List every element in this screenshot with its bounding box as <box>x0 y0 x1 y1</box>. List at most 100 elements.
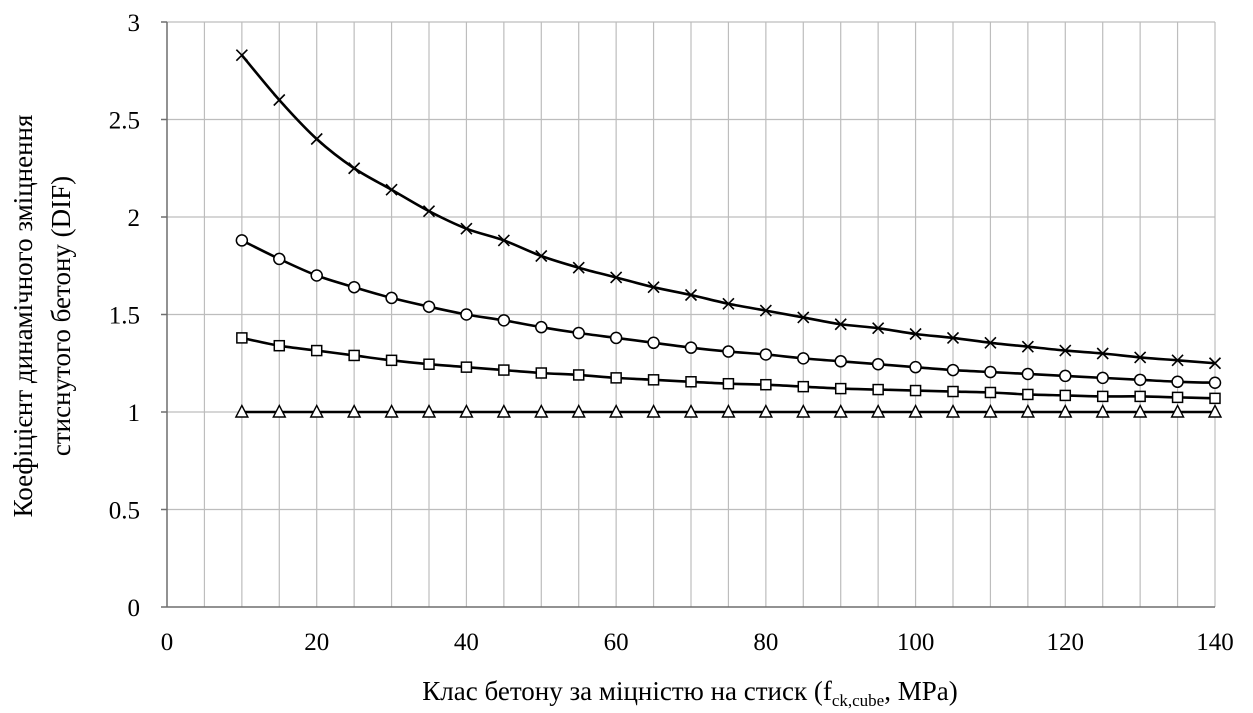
point-triangle <box>1170 403 1185 418</box>
point-circle <box>1096 371 1109 385</box>
point-square <box>1022 388 1034 401</box>
y-tick-label: 2.5 <box>109 108 140 135</box>
grid <box>167 21 1216 607</box>
point-square <box>572 369 585 381</box>
point-cross <box>535 249 548 263</box>
point-cross <box>1021 340 1034 353</box>
y-tick-label: 0.5 <box>109 498 140 525</box>
point-cross <box>1134 351 1147 364</box>
series-layer <box>234 49 1223 418</box>
point-triangle <box>1020 403 1036 418</box>
point-triangle <box>1207 403 1223 418</box>
point-square <box>1134 390 1146 403</box>
y-axis-title-line2: стиснутого бетону (DIF) <box>46 176 76 456</box>
point-circle <box>647 336 660 350</box>
point-triangle <box>983 403 998 418</box>
point-square <box>1171 391 1184 404</box>
point-square <box>1059 389 1072 402</box>
point-square <box>348 349 360 362</box>
point-cross <box>722 297 735 310</box>
point-triangle <box>459 403 474 418</box>
x-tick-label: 80 <box>753 629 778 656</box>
point-cross <box>422 205 436 218</box>
point-square <box>947 385 959 398</box>
point-square <box>647 374 660 386</box>
y-tick-label: 1.5 <box>109 303 140 330</box>
point-cross <box>647 281 660 294</box>
point-square <box>498 364 510 376</box>
point-circle <box>1133 373 1147 387</box>
point-circle <box>273 252 286 266</box>
x-tick-label: 20 <box>304 629 329 656</box>
series-square <box>236 332 1221 405</box>
point-circle <box>385 291 398 305</box>
point-square <box>984 386 997 399</box>
x-tick-label: 40 <box>454 629 479 656</box>
point-triangle <box>646 403 661 418</box>
series-circle <box>235 234 1222 389</box>
point-circle <box>460 308 473 321</box>
point-cross <box>610 271 623 284</box>
point-triangle <box>1132 403 1148 418</box>
tick-labels: 0 20 40 60 80 100 120 140 0 0.5 1 1.5 2 2.5 3 <box>109 10 1234 656</box>
point-triangle <box>870 403 886 418</box>
point-circle <box>759 348 773 361</box>
point-triangle <box>496 403 512 418</box>
point-square <box>1096 390 1109 403</box>
point-square <box>760 378 772 391</box>
point-square <box>310 344 323 357</box>
point-cross <box>872 322 885 335</box>
point-triangle <box>721 403 736 418</box>
point-square <box>610 372 622 384</box>
point-cross <box>273 93 286 107</box>
point-cross <box>1096 347 1109 360</box>
y-tick-label: 2 <box>128 205 141 232</box>
point-triangle <box>234 403 250 418</box>
point-circle <box>497 314 511 327</box>
point-circle <box>684 341 698 354</box>
point-triangle <box>1095 403 1110 418</box>
point-circle <box>984 365 997 379</box>
x-axis-title: Клас бетону за міцністю на стиск (fck,cu… <box>422 676 957 710</box>
x-tick-label: 0 <box>161 629 174 656</box>
point-cross <box>1171 354 1184 367</box>
point-square <box>460 361 473 373</box>
point-circle <box>1059 369 1072 383</box>
point-cross <box>572 261 585 274</box>
point-cross <box>797 311 810 324</box>
point-cross <box>759 304 772 317</box>
x-tick-label: 120 <box>1047 629 1085 656</box>
point-triangle <box>384 403 399 418</box>
point-cross <box>310 132 323 146</box>
point-triangle <box>346 403 362 418</box>
x-tick-label: 140 <box>1196 629 1234 656</box>
point-circle <box>1021 367 1035 381</box>
point-square <box>273 339 286 352</box>
point-cross <box>497 234 510 247</box>
point-cross <box>684 288 698 302</box>
point-triangle <box>796 403 811 418</box>
point-cross <box>1208 357 1222 370</box>
y-axis-title-line1: Коефіцієнт динамічного зміцнення <box>8 115 38 518</box>
point-circle <box>1171 375 1184 389</box>
point-cross <box>1059 344 1072 357</box>
point-circle <box>909 360 922 374</box>
point-triangle <box>833 403 848 418</box>
point-cross <box>348 162 361 175</box>
point-cross <box>909 327 922 341</box>
point-square <box>385 354 398 367</box>
y-tick-label: 0 <box>128 595 141 622</box>
point-cross <box>834 318 847 331</box>
y-tick-label: 1 <box>128 400 141 427</box>
point-triangle <box>758 403 774 418</box>
point-square <box>1209 392 1221 405</box>
point-cross <box>385 183 398 196</box>
x-tick-label: 100 <box>897 629 935 656</box>
point-circle <box>722 345 735 358</box>
x-tick-label: 60 <box>604 629 629 656</box>
point-circle <box>572 326 585 340</box>
point-circle <box>871 357 885 371</box>
point-square <box>872 383 884 396</box>
point-square <box>685 376 697 388</box>
